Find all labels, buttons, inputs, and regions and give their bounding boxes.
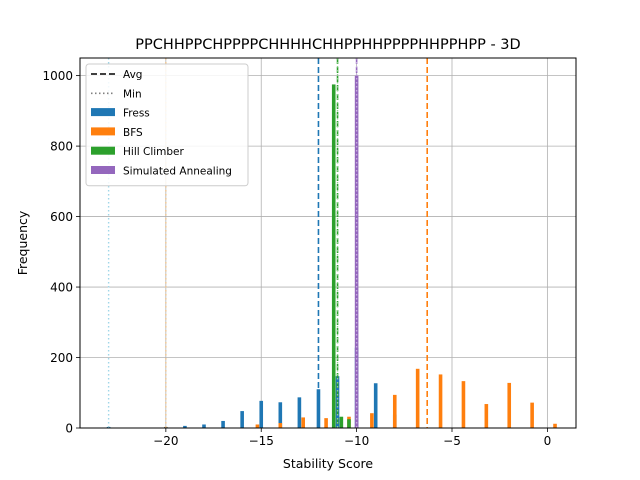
bar-fress — [240, 411, 244, 428]
legend-label: Simulated Annealing — [123, 166, 232, 178]
y-tick-label: 600 — [50, 210, 73, 224]
y-tick-label: 800 — [50, 140, 73, 154]
bar-bfs — [484, 404, 489, 428]
axis-ticks: −20 −15 −10 −5 0 0 200 400 600 800 1000 — [42, 69, 551, 448]
legend-label: Avg — [123, 69, 142, 81]
reference-lines — [107, 58, 429, 428]
legend-box — [85, 63, 249, 187]
bar-bfs — [553, 423, 557, 428]
legend-swatch — [91, 108, 115, 117]
x-tick-label: −5 — [443, 434, 461, 448]
bar-bfs — [461, 381, 466, 428]
bar-bfs — [392, 394, 397, 428]
y-axis-label: Frequency — [15, 210, 30, 275]
bar-bfs — [507, 382, 512, 428]
bar-fress — [373, 383, 378, 428]
x-tick-label: −10 — [344, 434, 369, 448]
bar-fress — [202, 424, 206, 428]
x-axis-label: Stability Score — [283, 456, 373, 471]
legend-swatch — [91, 166, 115, 174]
bar-fress — [297, 397, 302, 428]
x-tick-label: 0 — [544, 434, 552, 448]
bar-bfs — [438, 374, 443, 428]
bar-fress — [278, 402, 283, 428]
legend-label: BFS — [123, 127, 143, 139]
bar-fress — [259, 400, 264, 428]
legend: Avg Min Fress BFS Hill Climber Simulated Anne… — [85, 63, 249, 187]
legend-label: Hill Climber — [123, 146, 185, 158]
legend-swatch — [91, 146, 115, 155]
legend-label: Fress — [123, 108, 150, 120]
x-tick-label: −15 — [249, 434, 274, 448]
bar-bfs — [255, 424, 260, 428]
y-tick-label: 1000 — [42, 69, 73, 83]
bar-bfs — [301, 417, 305, 428]
bar-hill-climber — [331, 84, 336, 428]
x-tick-label: −20 — [153, 434, 178, 448]
chart-title: PPCHHPPCHPPPPCHHHHCHHPPHHPPPPHHPPHPP - 3… — [135, 37, 520, 53]
bar-hill-climber — [339, 416, 344, 428]
bar-fress — [316, 389, 321, 428]
bar-bfs — [278, 423, 283, 428]
y-tick-label: 0 — [65, 422, 73, 436]
bar-fress — [183, 425, 187, 428]
bar-fress — [221, 420, 225, 428]
plot-frame — [79, 57, 577, 429]
legend-swatch — [91, 127, 115, 136]
legend-label: Min — [123, 88, 142, 100]
bar-hill-climber — [347, 419, 351, 428]
bar-bfs — [415, 368, 420, 428]
y-tick-label: 200 — [50, 351, 73, 365]
bar-bfs — [530, 402, 534, 428]
bar-bfs — [324, 418, 328, 428]
bar-bfs — [370, 413, 374, 428]
y-tick-label: 400 — [50, 281, 73, 295]
